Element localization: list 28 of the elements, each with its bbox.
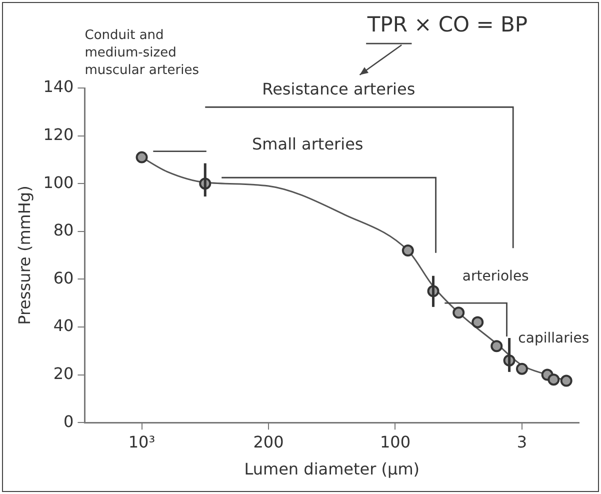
x-axis-title: Lumen diameter (μm) — [244, 460, 420, 479]
x-tick-label: 10³ — [128, 432, 156, 452]
y-tick-label: 60 — [53, 268, 74, 288]
point — [560, 374, 572, 387]
x-tick-label: 3 — [516, 432, 528, 452]
y-tick-label: 120 — [43, 124, 74, 144]
point — [472, 316, 484, 328]
point — [516, 362, 528, 375]
text: Conduit and medium-sized muscular arteries — [84, 28, 200, 78]
y-tick-label: 20 — [53, 364, 74, 383]
x-tick-label: 200 — [253, 432, 284, 452]
annotation: Small arteries — [252, 134, 364, 154]
text: TPR × CO = BP — [366, 12, 528, 36]
y-tick-label: 80 — [53, 220, 74, 240]
point — [402, 244, 414, 257]
point — [490, 340, 503, 352]
y-tick-label: 40 — [53, 316, 74, 336]
annotation: Resistance arteries — [262, 80, 416, 99]
point — [136, 151, 148, 164]
point — [452, 306, 465, 319]
annotation: arterioles — [462, 268, 529, 284]
point — [548, 374, 560, 386]
x-tick-label: 100 — [380, 432, 411, 452]
y-axis-title: Pressure (mmHg) — [14, 186, 34, 325]
y-tick-label: 140 — [43, 77, 74, 96]
y-tick-label: 100 — [43, 172, 74, 192]
annotation: capillaries — [518, 330, 590, 347]
y-tick-label: 0 — [64, 412, 74, 431]
